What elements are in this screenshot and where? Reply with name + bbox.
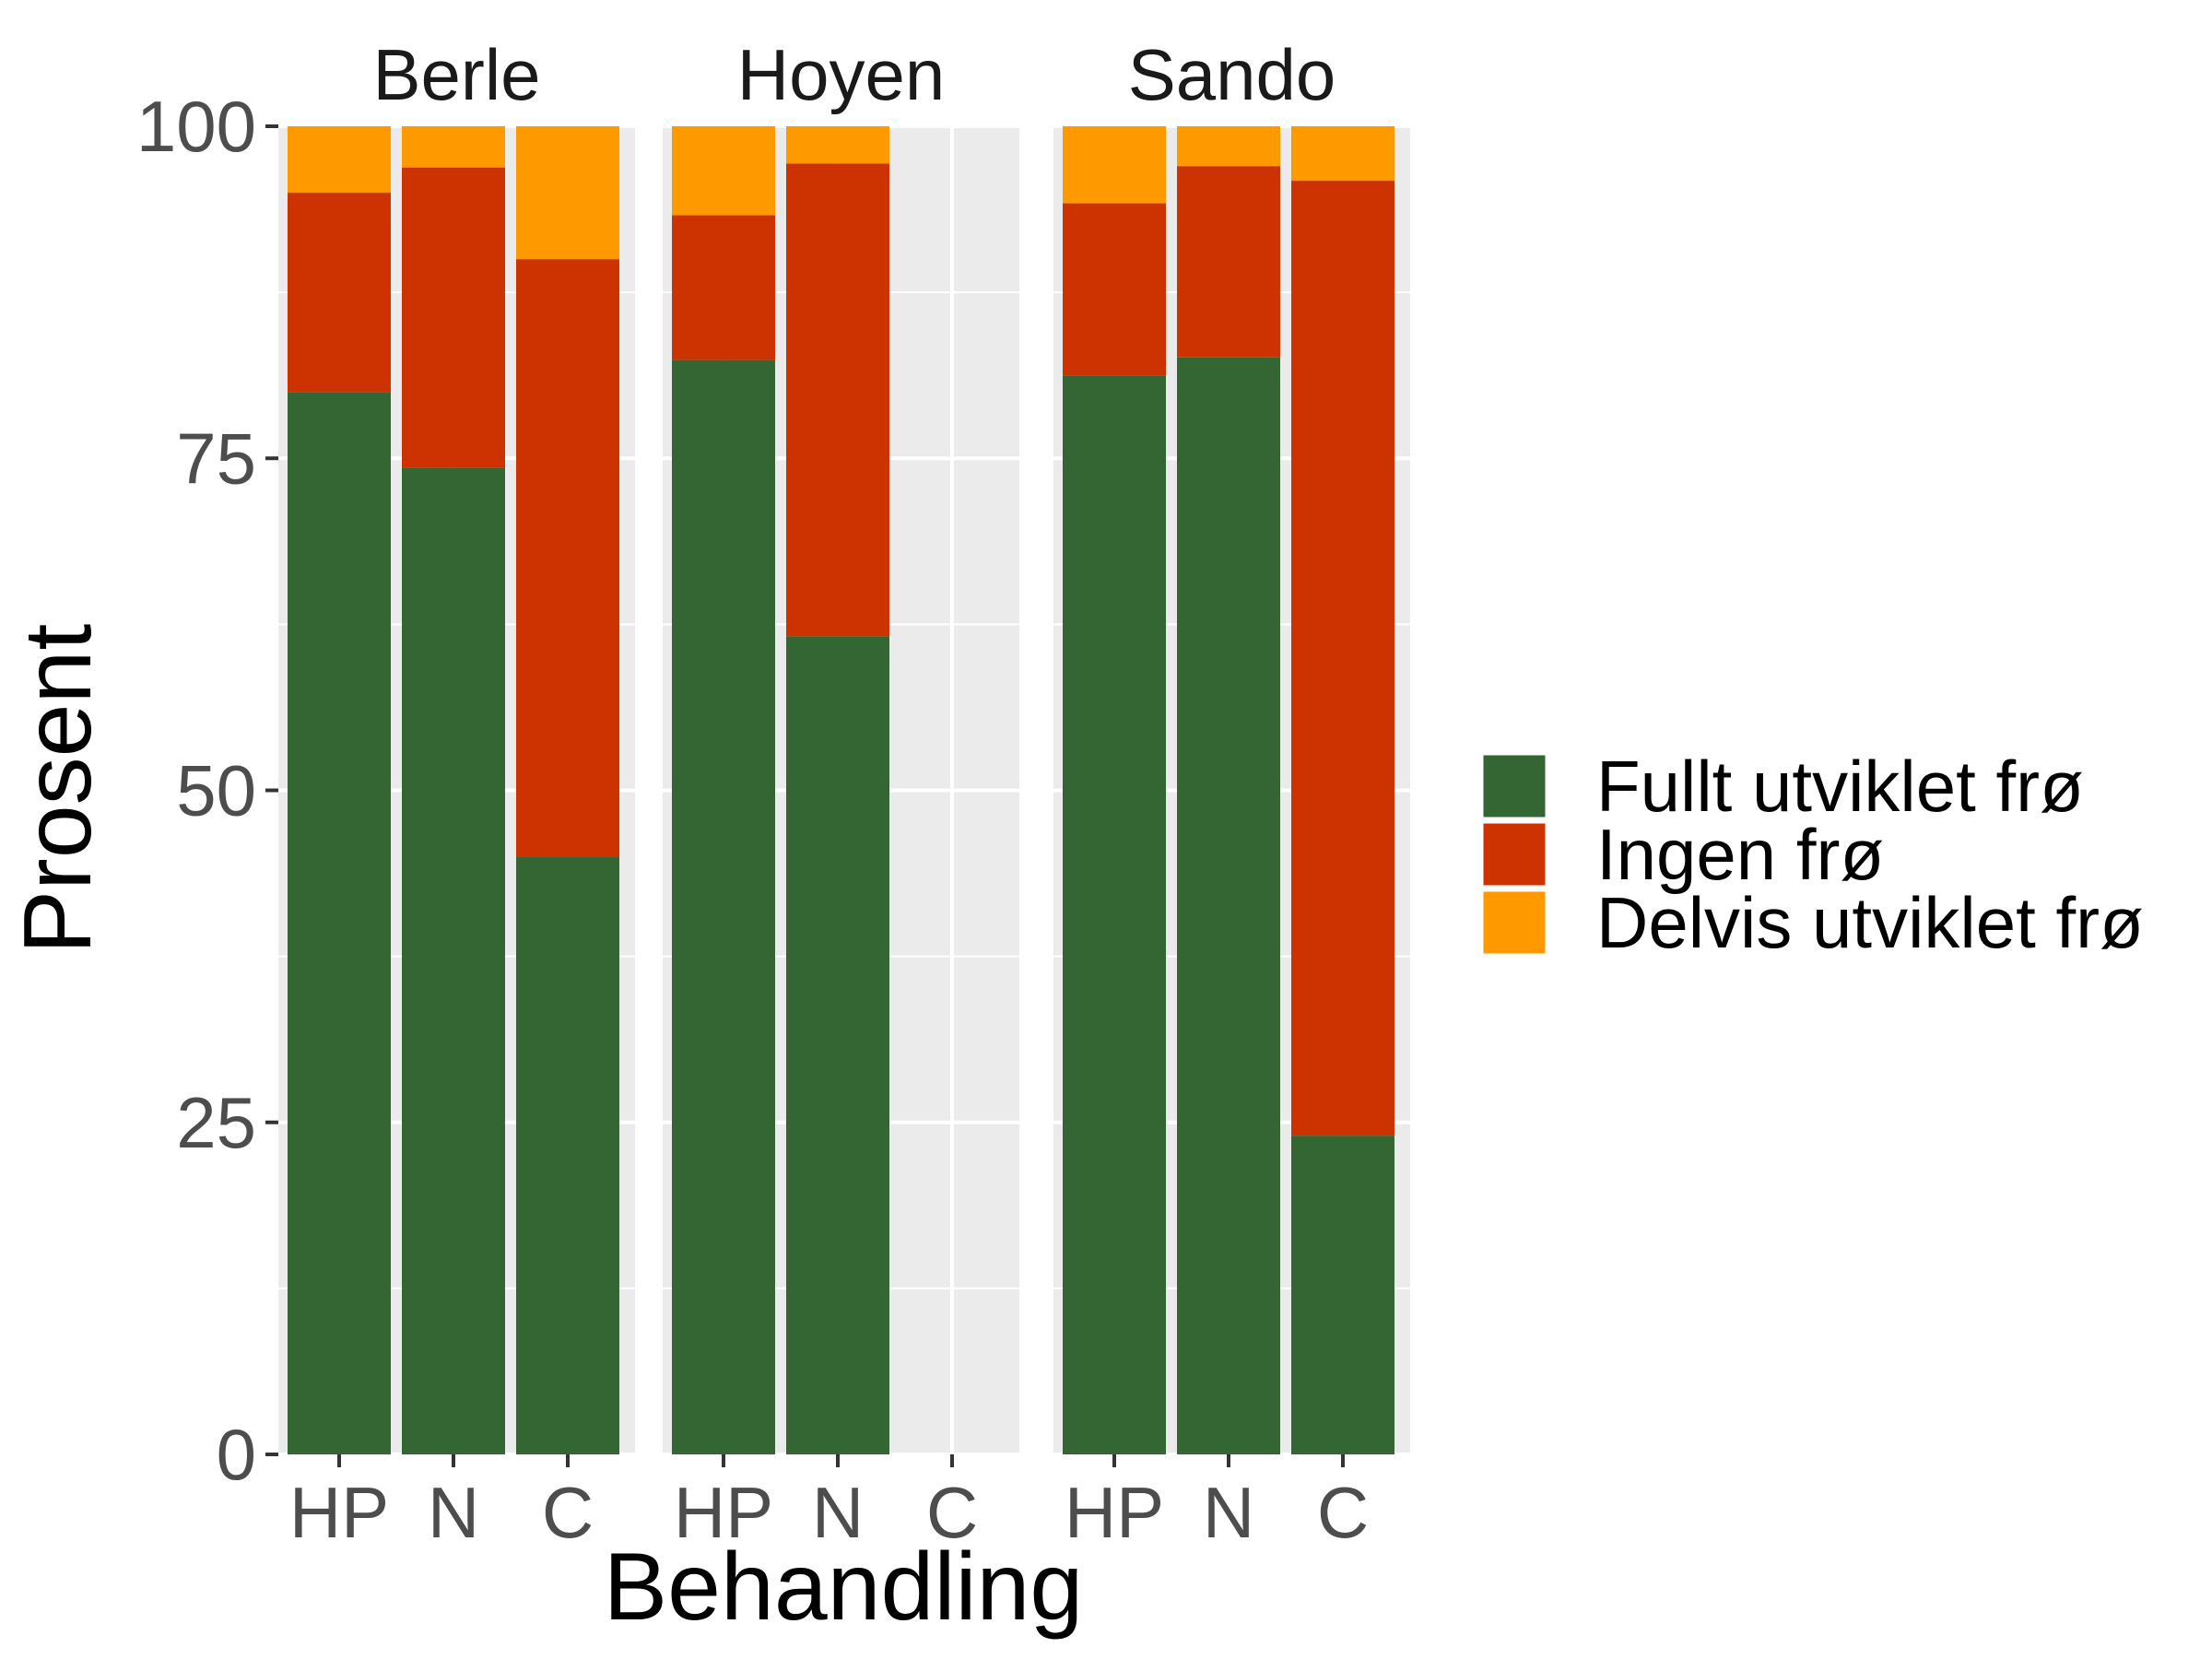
bar-segment-hoyen-n-no-seed [786, 163, 889, 637]
y-tick-label: 0 [217, 1414, 256, 1495]
y-axis-title: Prosent [5, 624, 112, 955]
facet-panel-berle: Berle [278, 34, 635, 1456]
legend-swatch [1480, 888, 1548, 957]
x-tick-label: N [428, 1472, 479, 1553]
bar-segment-sando-c-no-seed [1291, 181, 1394, 1136]
facet-title: Sando [1128, 34, 1336, 115]
bar-segment-berle-c-partially-developed [516, 126, 619, 260]
x-tick-label: C [926, 1472, 978, 1553]
legend-label: Ingen frø [1596, 814, 1884, 895]
x-tick-label: N [1203, 1472, 1254, 1553]
legend-swatch [1480, 820, 1548, 888]
legend-swatch [1480, 752, 1548, 820]
bar-segment-berle-hp-no-seed [288, 193, 391, 393]
legend-item-partially-developed: Delvis utviklet frø [1480, 882, 2144, 963]
y-axis: 0 25 50 75 100 [136, 86, 278, 1495]
bar-segment-hoyen-hp-partially-developed [672, 126, 775, 216]
bar-segment-berle-c-no-seed [516, 259, 619, 857]
bar-segment-sando-c-fully-developed [1291, 1135, 1394, 1454]
x-tick-label: C [1317, 1472, 1369, 1553]
bar-segment-sando-n-no-seed [1177, 166, 1280, 358]
x-axis-title: Behandling [604, 1534, 1083, 1641]
facet-panel-sando: Sando [1053, 34, 1410, 1456]
bar-segment-hoyen-hp-no-seed [672, 215, 775, 360]
facet-panel-hoyen: Hoyen [663, 34, 1019, 1456]
y-tick-label: 25 [176, 1082, 256, 1163]
bar-segment-sando-hp-no-seed [1063, 203, 1166, 376]
x-tick-label: C [542, 1472, 594, 1553]
bar-segment-sando-hp-partially-developed [1063, 126, 1166, 204]
y-tick-label: 50 [176, 750, 256, 831]
facet-title: Berle [372, 34, 540, 115]
x-tick-label: N [812, 1472, 864, 1553]
x-tick-label: HP [674, 1472, 773, 1553]
bar-segment-berle-n-fully-developed [402, 467, 505, 1454]
bar-segment-berle-c-fully-developed [516, 856, 619, 1454]
legend-label: Delvis utviklet frø [1596, 882, 2144, 963]
bar-segment-berle-hp-partially-developed [288, 126, 391, 194]
bar-segment-berle-n-no-seed [402, 167, 505, 468]
bar-segment-hoyen-n-partially-developed [786, 126, 889, 164]
panels-layer: Berle Hoyen Sando [278, 34, 1410, 1456]
x-tick-label: HP [1065, 1472, 1164, 1553]
bar-segment-sando-n-fully-developed [1177, 357, 1280, 1454]
bar-segment-sando-c-partially-developed [1291, 126, 1394, 182]
x-tick-label: HP [289, 1472, 389, 1553]
legend-item-fully-developed: Fullt utviklet frø [1480, 746, 2084, 827]
bar-segment-sando-hp-fully-developed [1063, 375, 1166, 1455]
bar-segment-sando-n-partially-developed [1177, 126, 1280, 167]
bar-segment-hoyen-n-fully-developed [786, 636, 889, 1454]
y-tick-label: 100 [136, 86, 256, 167]
bar-segment-hoyen-hp-fully-developed [672, 359, 775, 1455]
bar-segment-berle-n-partially-developed [402, 126, 505, 168]
facet-title: Hoyen [737, 34, 945, 115]
y-tick-label: 75 [176, 418, 256, 499]
bar-segment-berle-hp-fully-developed [288, 392, 391, 1455]
x-axis: HP N C HP N C HP N C [289, 1454, 1369, 1553]
legend-item-no-seed: Ingen frø [1480, 814, 1884, 895]
legend-label: Fullt utviklet frø [1596, 746, 2084, 827]
